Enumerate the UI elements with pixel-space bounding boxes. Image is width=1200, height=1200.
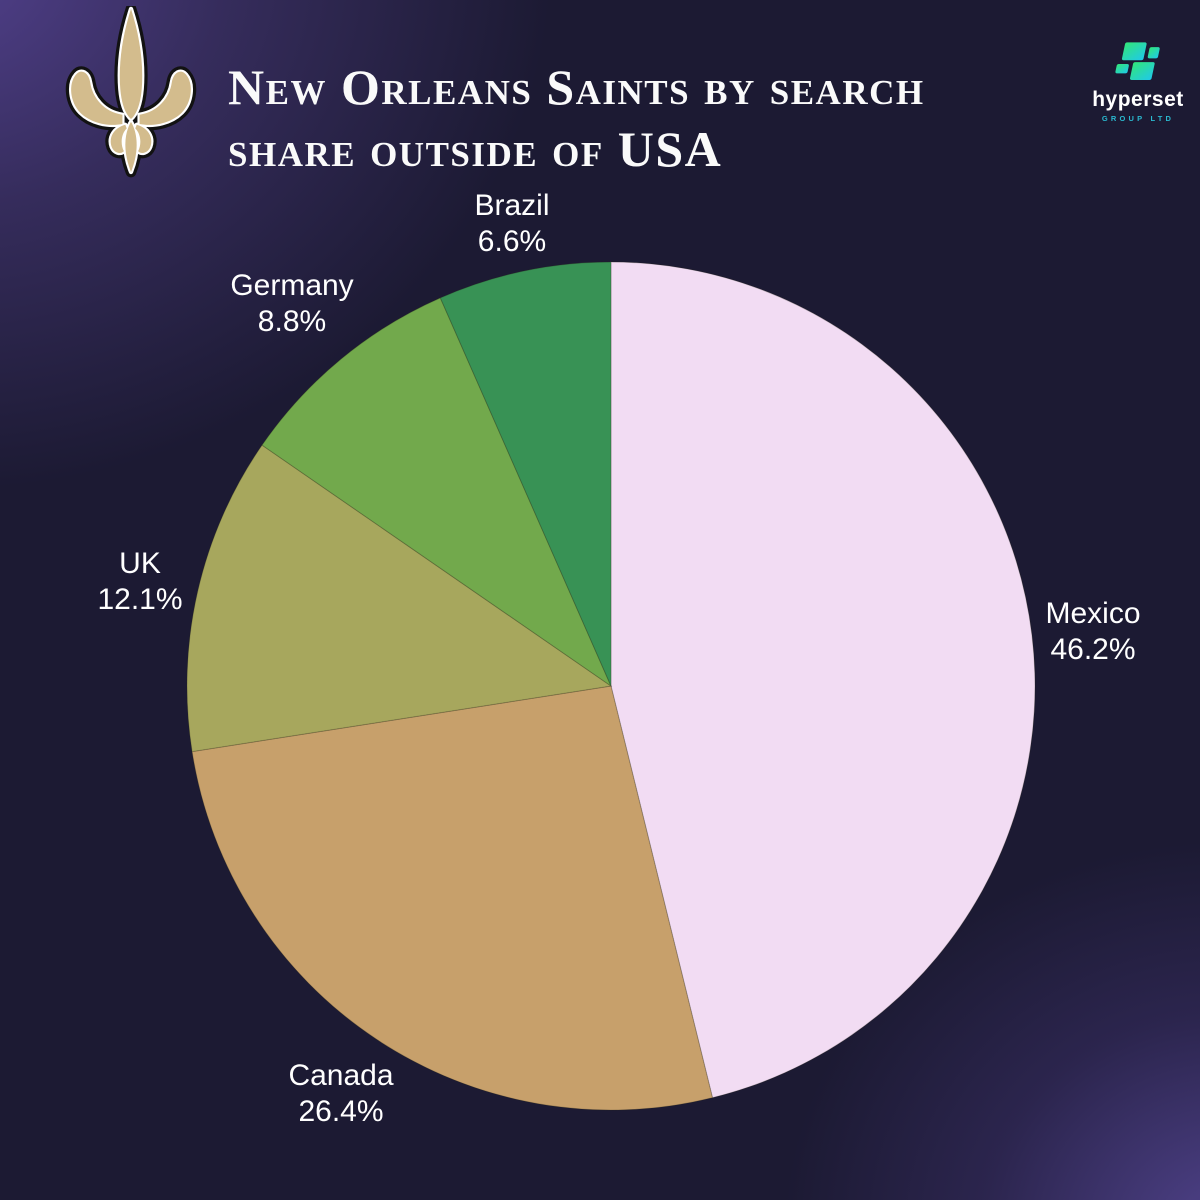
slice-label-mexico: Mexico 46.2%	[1045, 596, 1140, 668]
brand-name: hyperset	[1092, 88, 1184, 111]
slice-label-value: 46.2%	[1050, 633, 1136, 666]
slice-label-value: 26.4%	[298, 1095, 384, 1128]
page-title-line-2: share outside of USA	[228, 120, 723, 177]
saints-fleur-de-lis-icon	[56, 6, 206, 192]
brand-block: hyperset GROUP LTD	[1082, 40, 1194, 123]
page-title: New Orleans Saints by search share outsi…	[228, 56, 1048, 180]
pie-slice-germany	[261, 297, 613, 688]
slice-label-name: Canada	[288, 1059, 394, 1092]
page-title-line-1: New Orleans Saints by search	[228, 58, 925, 115]
slice-label-value: 6.6%	[477, 225, 547, 258]
pie-slice-brazil	[439, 261, 612, 687]
pie-slice-canada	[191, 685, 714, 1111]
slice-label-germany: Germany 8.8%	[230, 268, 353, 340]
slice-label-brazil: Brazil 6.6%	[474, 188, 549, 260]
pie-chart	[186, 261, 1036, 1111]
hyperset-logo-icon	[1115, 42, 1160, 80]
brand-subtitle: GROUP LTD	[1101, 114, 1175, 123]
pie-chart-container	[186, 261, 1036, 1111]
slice-label-name: Brazil	[474, 189, 550, 222]
slice-label-canada: Canada 26.4%	[288, 1058, 393, 1130]
slice-label-uk: UK 12.1%	[97, 546, 182, 618]
slice-label-name: Germany	[230, 269, 354, 302]
slice-label-name: Mexico	[1045, 597, 1141, 630]
slice-label-value: 8.8%	[257, 305, 327, 338]
slice-label-name: UK	[119, 547, 161, 580]
pie-slice-mexico	[610, 261, 1036, 1099]
slice-label-value: 12.1%	[97, 583, 183, 616]
pie-slice-uk	[186, 444, 613, 753]
